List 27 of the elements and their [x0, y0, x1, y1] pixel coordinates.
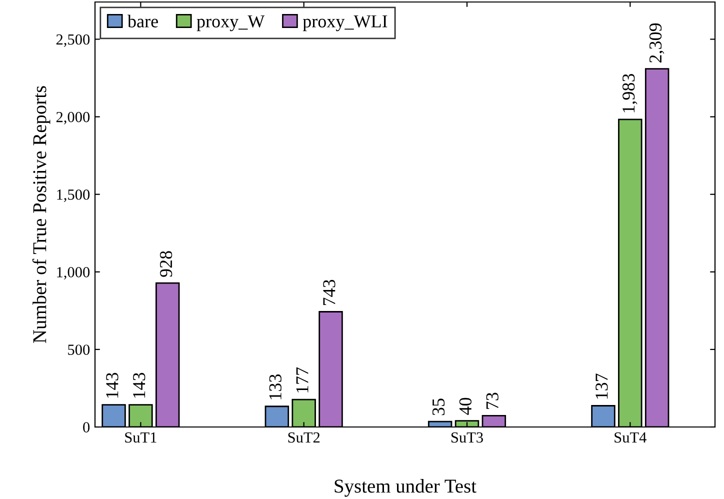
x-tick-label: SuT3 [451, 432, 483, 443]
legend-label: proxy_WLI [302, 15, 388, 32]
data-label: 137 [596, 374, 608, 399]
data-label: 35 [432, 398, 445, 416]
data-label: 928 [160, 251, 172, 277]
x-tick-label: SuT4 [614, 432, 646, 443]
data-label: 177 [296, 367, 308, 392]
data-label: 133 [269, 374, 282, 400]
data-label: 1,983 [622, 74, 638, 112]
data-label: 2,309 [649, 23, 664, 63]
data-label: 40 [459, 398, 472, 415]
y-tick-label: 0 [83, 422, 90, 432]
y-tick-label: 1,500 [57, 189, 90, 202]
x-tick-label: SuT2 [288, 432, 320, 443]
y-tick-label: 2,000 [56, 112, 90, 124]
y-tick-label: 2,500 [56, 34, 90, 47]
x-axis-title: System under Test [334, 479, 476, 497]
y-tick-label: 1,000 [57, 267, 90, 280]
legend-label: proxy_W [196, 15, 265, 32]
y-tick-label: 500 [68, 344, 90, 355]
x-tick-label: SuT1 [125, 432, 156, 443]
data-label: 143 [106, 372, 118, 398]
data-label: 743 [323, 280, 336, 306]
data-label: 143 [133, 372, 146, 398]
y-axis-title: Number of True Positive Reports [32, 86, 50, 344]
legend-label: bare [128, 14, 158, 28]
data-label: 73 [486, 392, 498, 409]
